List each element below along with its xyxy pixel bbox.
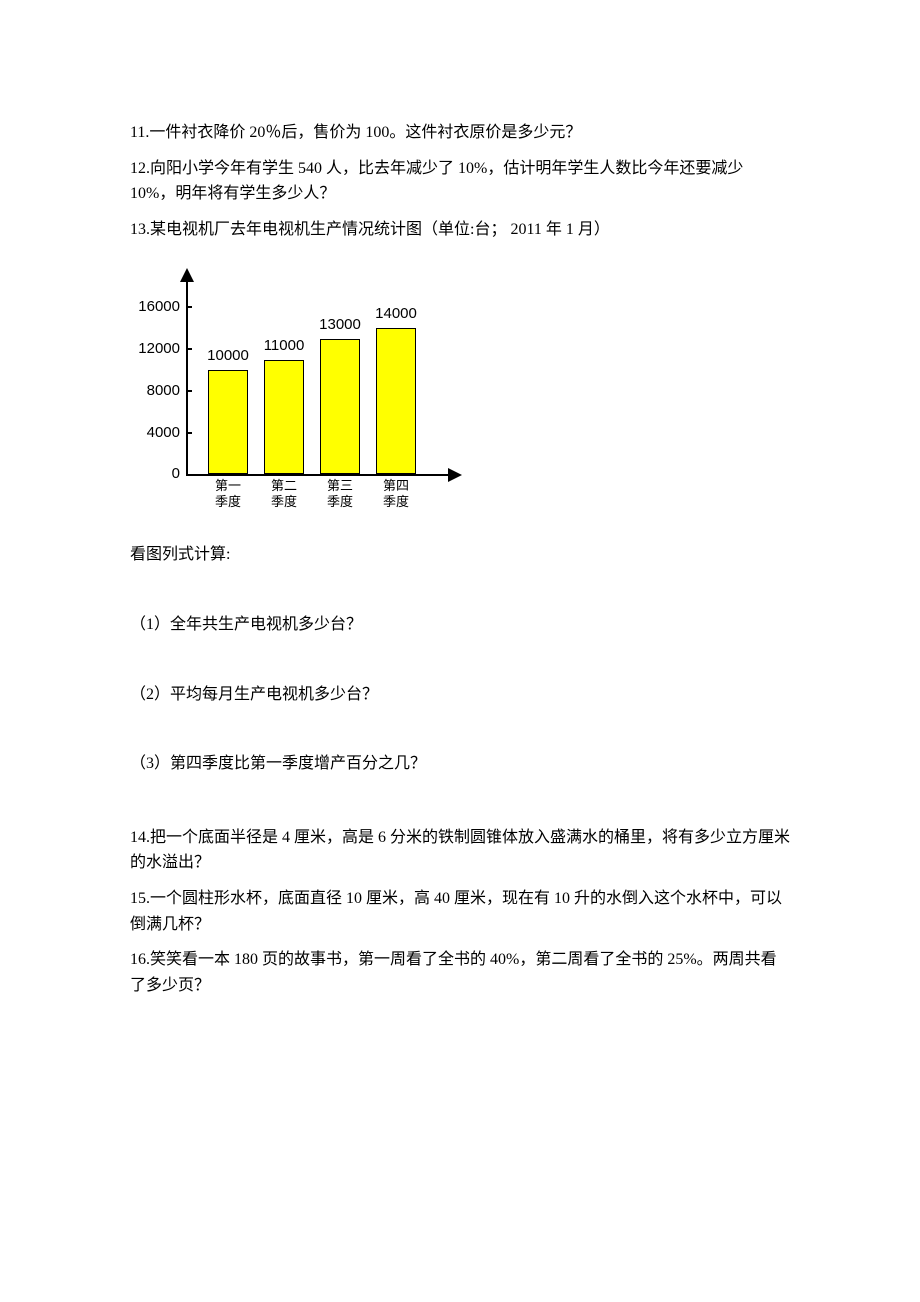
question-13: 13.某电视机厂去年电视机生产情况统计图（单位:台； 2011 年 1 月） [130,217,790,243]
y-tick-label: 16000 [120,295,180,319]
y-tick-label: 0 [120,462,180,486]
x-category-label: 第二季度 [264,478,304,509]
bar-value-label: 11000 [254,334,314,358]
y-tick [186,390,192,392]
page: 11.一件衬衣降价 20％后，售价为 100。这件衬衣原价是多少元？ 12.向阳… [0,0,920,1302]
question-14: 14.把一个底面半径是 4 厘米，高是 6 分米的铁制圆锥体放入盛满水的桶里，将… [130,825,790,876]
plot-area: 10000110001300014000 [188,286,440,474]
y-tick-label: 12000 [120,337,180,361]
x-axis-arrow-icon [448,468,462,482]
bar-value-label: 10000 [198,344,258,368]
sub-question-1: （1）全年共生产电视机多少台？ [130,612,790,638]
y-tick-label: 4000 [120,421,180,445]
bar [208,370,248,474]
bar-value-label: 13000 [310,313,370,337]
bar [320,339,360,475]
bar [264,360,304,475]
y-axis-arrow-icon [180,268,194,282]
y-tick-label: 8000 [120,379,180,403]
instruction-text: 看图列式计算: [130,542,790,568]
question-15: 15.一个圆柱形水杯，底面直径 10 厘米，高 40 厘米，现在有 10 升的水… [130,886,790,937]
bar [376,328,416,474]
y-tick [186,306,192,308]
y-tick [186,432,192,434]
x-axis [186,474,454,476]
bar-value-label: 14000 [366,302,426,326]
question-11: 11.一件衬衣降价 20％后，售价为 100。这件衬衣原价是多少元？ [130,120,790,146]
question-12: 12.向阳小学今年有学生 540 人，比去年减少了 10%，估计明年学生人数比今… [130,156,790,207]
x-category-label: 第三季度 [320,478,360,509]
question-16: 16.笑笑看一本 180 页的故事书，第一周看了全书的 40%，第二周看了全书的… [130,947,790,998]
x-category-label: 第四季度 [376,478,416,509]
sub-question-2: （2）平均每月生产电视机多少台？ [130,682,790,708]
chart-container: 10000110001300014000 0400080001200016000… [130,266,790,506]
bar-chart: 10000110001300014000 0 4000 8000 12000 16000… [120,266,460,506]
sub-question-3: （3）第四季度比第一季度增产百分之几？ [130,751,790,777]
x-category-label: 第一季度 [208,478,248,509]
y-tick [186,348,192,350]
